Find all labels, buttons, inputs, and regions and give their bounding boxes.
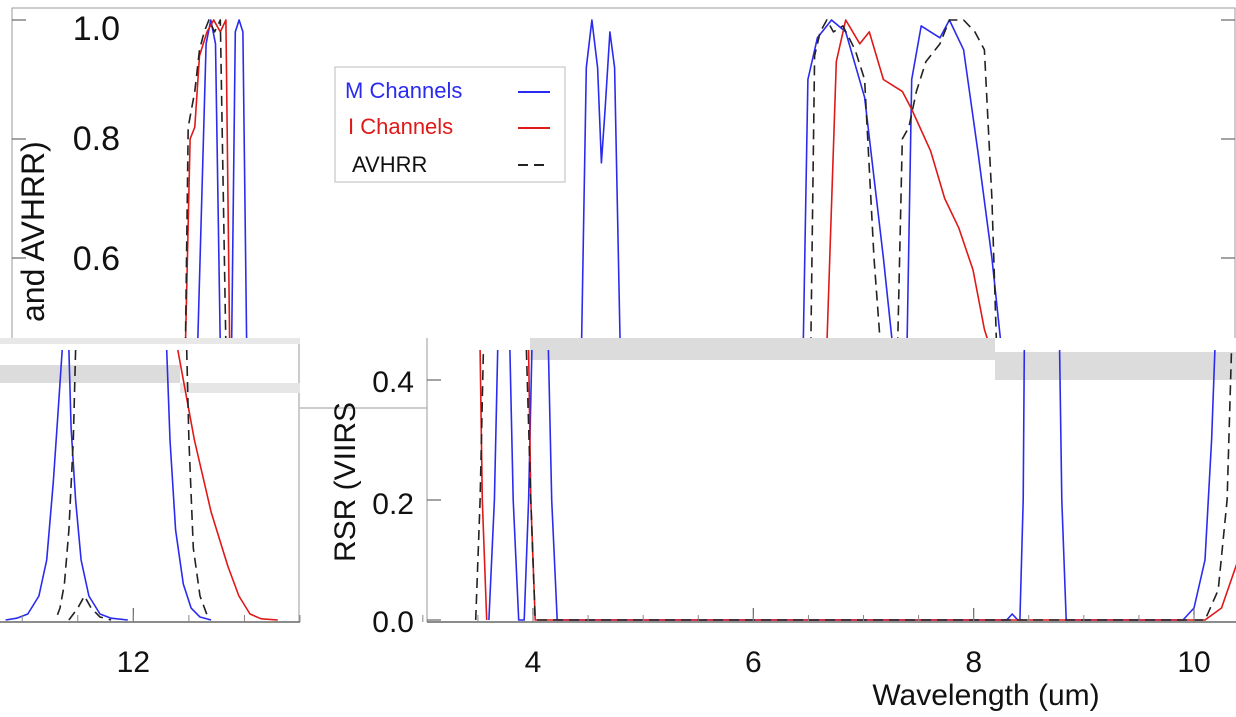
bottom-y-tick-label: 0.4 xyxy=(372,366,414,399)
series-line-m-channels xyxy=(509,349,533,621)
x-axis-label: Wavelength (um) xyxy=(872,679,1099,712)
bottom-left-artifact-band xyxy=(0,365,180,383)
bottom-y-axis-label: RSR (VIIRS xyxy=(329,402,362,562)
top-panel-series xyxy=(184,19,1002,338)
bottom-right-artifact-band xyxy=(530,338,995,360)
bottom-left-x-tick-marks xyxy=(21,608,301,622)
top-y-tick-marks xyxy=(12,19,1235,259)
series-line-i-channels xyxy=(177,349,278,621)
series-line-i-channels xyxy=(527,349,1236,621)
series-line-avhrr xyxy=(184,19,227,338)
legend-label-m-channels: M Channels xyxy=(345,78,462,103)
series-line-m-channels xyxy=(230,19,248,338)
x-tick-label: 6 xyxy=(745,646,762,679)
series-line-avhrr xyxy=(810,19,881,338)
series-line-m-channels xyxy=(165,349,212,621)
legend-label-i-channels: I Channels xyxy=(348,114,453,139)
series-line-i-channels xyxy=(184,19,231,338)
bottom-right-tick-marks xyxy=(422,379,1195,622)
series-line-m-channels xyxy=(1058,349,1216,621)
bottom-right-panel-series xyxy=(474,349,1236,621)
series-line-m-channels xyxy=(197,19,221,338)
bottom-right-panel-background xyxy=(427,338,1236,623)
bottom-left-x-tick-labels: 12 xyxy=(117,646,150,679)
series-line-m-channels xyxy=(488,349,499,621)
bottom-y-tick-label: 0.0 xyxy=(372,606,414,639)
series-line-m-channels xyxy=(906,19,1002,338)
bottom-left-panel-series xyxy=(5,349,278,621)
series-line-avhrr xyxy=(525,349,1233,621)
legend: M Channels I Channels AVHRR xyxy=(334,66,566,183)
series-line-avhrr xyxy=(68,595,112,621)
x-tick-label: 10 xyxy=(1177,646,1210,679)
series-line-avhrr xyxy=(185,349,210,621)
bottom-right-artifact-band xyxy=(995,352,1236,380)
series-line-avhrr xyxy=(54,349,77,621)
series-line-m-channels xyxy=(5,349,63,621)
series-line-m-channels xyxy=(1019,349,1026,621)
series-line-i-channels xyxy=(479,349,488,621)
series-line-m-channels xyxy=(68,349,128,621)
series-line-m-channels xyxy=(580,19,621,338)
legend-frame xyxy=(334,66,566,183)
series-line-avhrr xyxy=(474,349,485,621)
bottom-y-tick-label: 0.2 xyxy=(372,488,414,521)
legend-label-avhrr: AVHRR xyxy=(352,152,427,177)
series-line-m-channels xyxy=(802,19,893,338)
top-y-axis-label: and AVHRR) xyxy=(15,141,51,322)
x-tick-label: 4 xyxy=(525,646,542,679)
top-y-tick-label: 0.6 xyxy=(73,240,120,278)
x-tick-label: 12 xyxy=(117,646,150,679)
bottom-right-x-tick-labels: 4 6 8 10 xyxy=(525,646,1211,679)
bottom-left-top-strip xyxy=(0,338,300,344)
series-line-avhrr xyxy=(897,19,998,338)
series-line-i-channels xyxy=(826,19,988,338)
top-y-tick-label: 1.0 xyxy=(73,10,120,48)
bottom-left-artifact-band xyxy=(180,383,300,393)
x-tick-label: 8 xyxy=(965,646,982,679)
top-y-tick-label: 0.8 xyxy=(73,120,120,158)
